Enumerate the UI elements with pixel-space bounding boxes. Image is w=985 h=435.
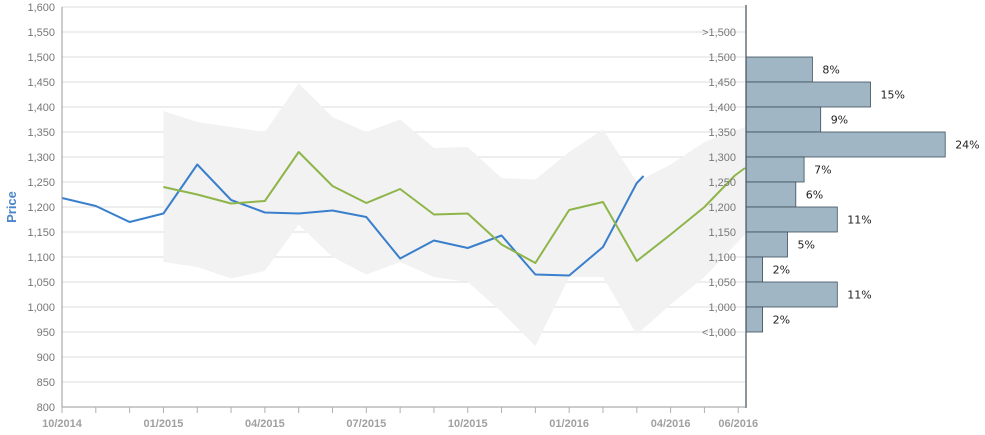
series-line [61,163,645,277]
histogram-percent-label: 8% [822,64,839,77]
histogram-bar [745,156,805,183]
histogram-percent-label: 2% [773,314,790,327]
histogram-axis-label: 1,250 [708,177,736,189]
y-tick-label: 1,550 [27,27,55,39]
y-tick-label: 1,600 [27,2,55,14]
histogram-axis-label: 1,000 [708,302,736,314]
histogram-axis-label: 1,050 [708,277,736,289]
y-tick-label: 1,150 [27,227,55,239]
y-tick-label: 1,350 [27,127,55,139]
histogram-percent-label: 7% [814,164,831,177]
histogram-axis-label: 1,400 [708,102,736,114]
histogram-axis-label: 1,350 [708,127,736,139]
histogram-bar [745,281,838,308]
histogram-bar [745,106,822,133]
y-tick-label: 1,100 [27,252,55,264]
y-tick-label: 1,200 [27,202,55,214]
histogram-percent-label: 6% [806,189,823,202]
y-tick-label: 950 [37,327,55,339]
histogram-bar [745,181,797,208]
histogram-percent-label: 24% [955,139,979,152]
histogram-bar [745,231,788,258]
histogram-axis-label: 1,450 [708,77,736,89]
series-lines [61,151,746,277]
histogram-axis-label: 1,500 [708,52,736,64]
histogram-axis-label: >1,500 [702,27,736,39]
histogram-percent-label: 5% [798,239,815,252]
x-tick-label: 10/2015 [448,418,488,430]
x-tick-label: 06/2016 [718,418,758,430]
y-tick-label: 1,250 [27,177,55,189]
histogram-axis-label: 1,100 [708,252,736,264]
y-tick-label: 900 [37,352,55,364]
histogram-axis-labels: >1,500 1,500 1,450 1,400 1,350 1,300 1,250 1,20… [702,27,736,339]
y-tick-label: 1,300 [27,152,55,164]
series-line [163,151,746,264]
histogram-bar [745,81,871,108]
x-tick-label: 04/2016 [651,418,691,430]
histogram-bar [745,306,764,333]
y-axis-label: Price [4,191,19,223]
histogram-axis-label: 1,150 [708,227,736,239]
y-tick-label: 1,400 [27,102,55,114]
histogram-bar [745,206,838,233]
x-tick-label: 07/2015 [346,418,386,430]
axes [61,5,747,408]
x-axis-ticks: 10/2014 01/2015 04/2015 07/2015 10/2015 01/20… [42,407,758,430]
x-tick-label: 01/2016 [549,418,589,430]
histogram-axis-label: 1,300 [708,152,736,164]
histogram-percent-label: 2% [773,264,790,277]
histogram-axis-label: <1,000 [702,327,736,339]
y-tick-label: 1,000 [27,302,55,314]
histogram-percent-label: 9% [831,114,848,127]
x-tick-label: 04/2015 [245,418,285,430]
histogram-percent-label: 15% [881,89,905,102]
histogram-percent-label: 11% [847,289,871,302]
histogram-bar [745,131,946,158]
histogram-percent-label: 11% [847,214,871,227]
histogram-bar [745,56,813,83]
y-tick-label: 1,050 [27,277,55,289]
x-tick-label: 01/2015 [144,418,184,430]
histogram-bar [745,256,764,283]
y-tick-label: 800 [37,402,55,414]
y-tick-label: 1,450 [27,77,55,89]
histogram-axis-label: 1,200 [708,202,736,214]
x-tick-label: 10/2014 [42,418,83,430]
histogram: 8% 15% 9% 24% 7% 6% 11% 5% 2% 11% 2% [745,56,980,333]
y-tick-label: 850 [37,377,55,389]
y-tick-label: 1,500 [27,52,55,64]
y-axis-ticks: 800 850 900 950 1,000 1,050 1,100 1,150 1,200 1,2… [27,2,55,414]
